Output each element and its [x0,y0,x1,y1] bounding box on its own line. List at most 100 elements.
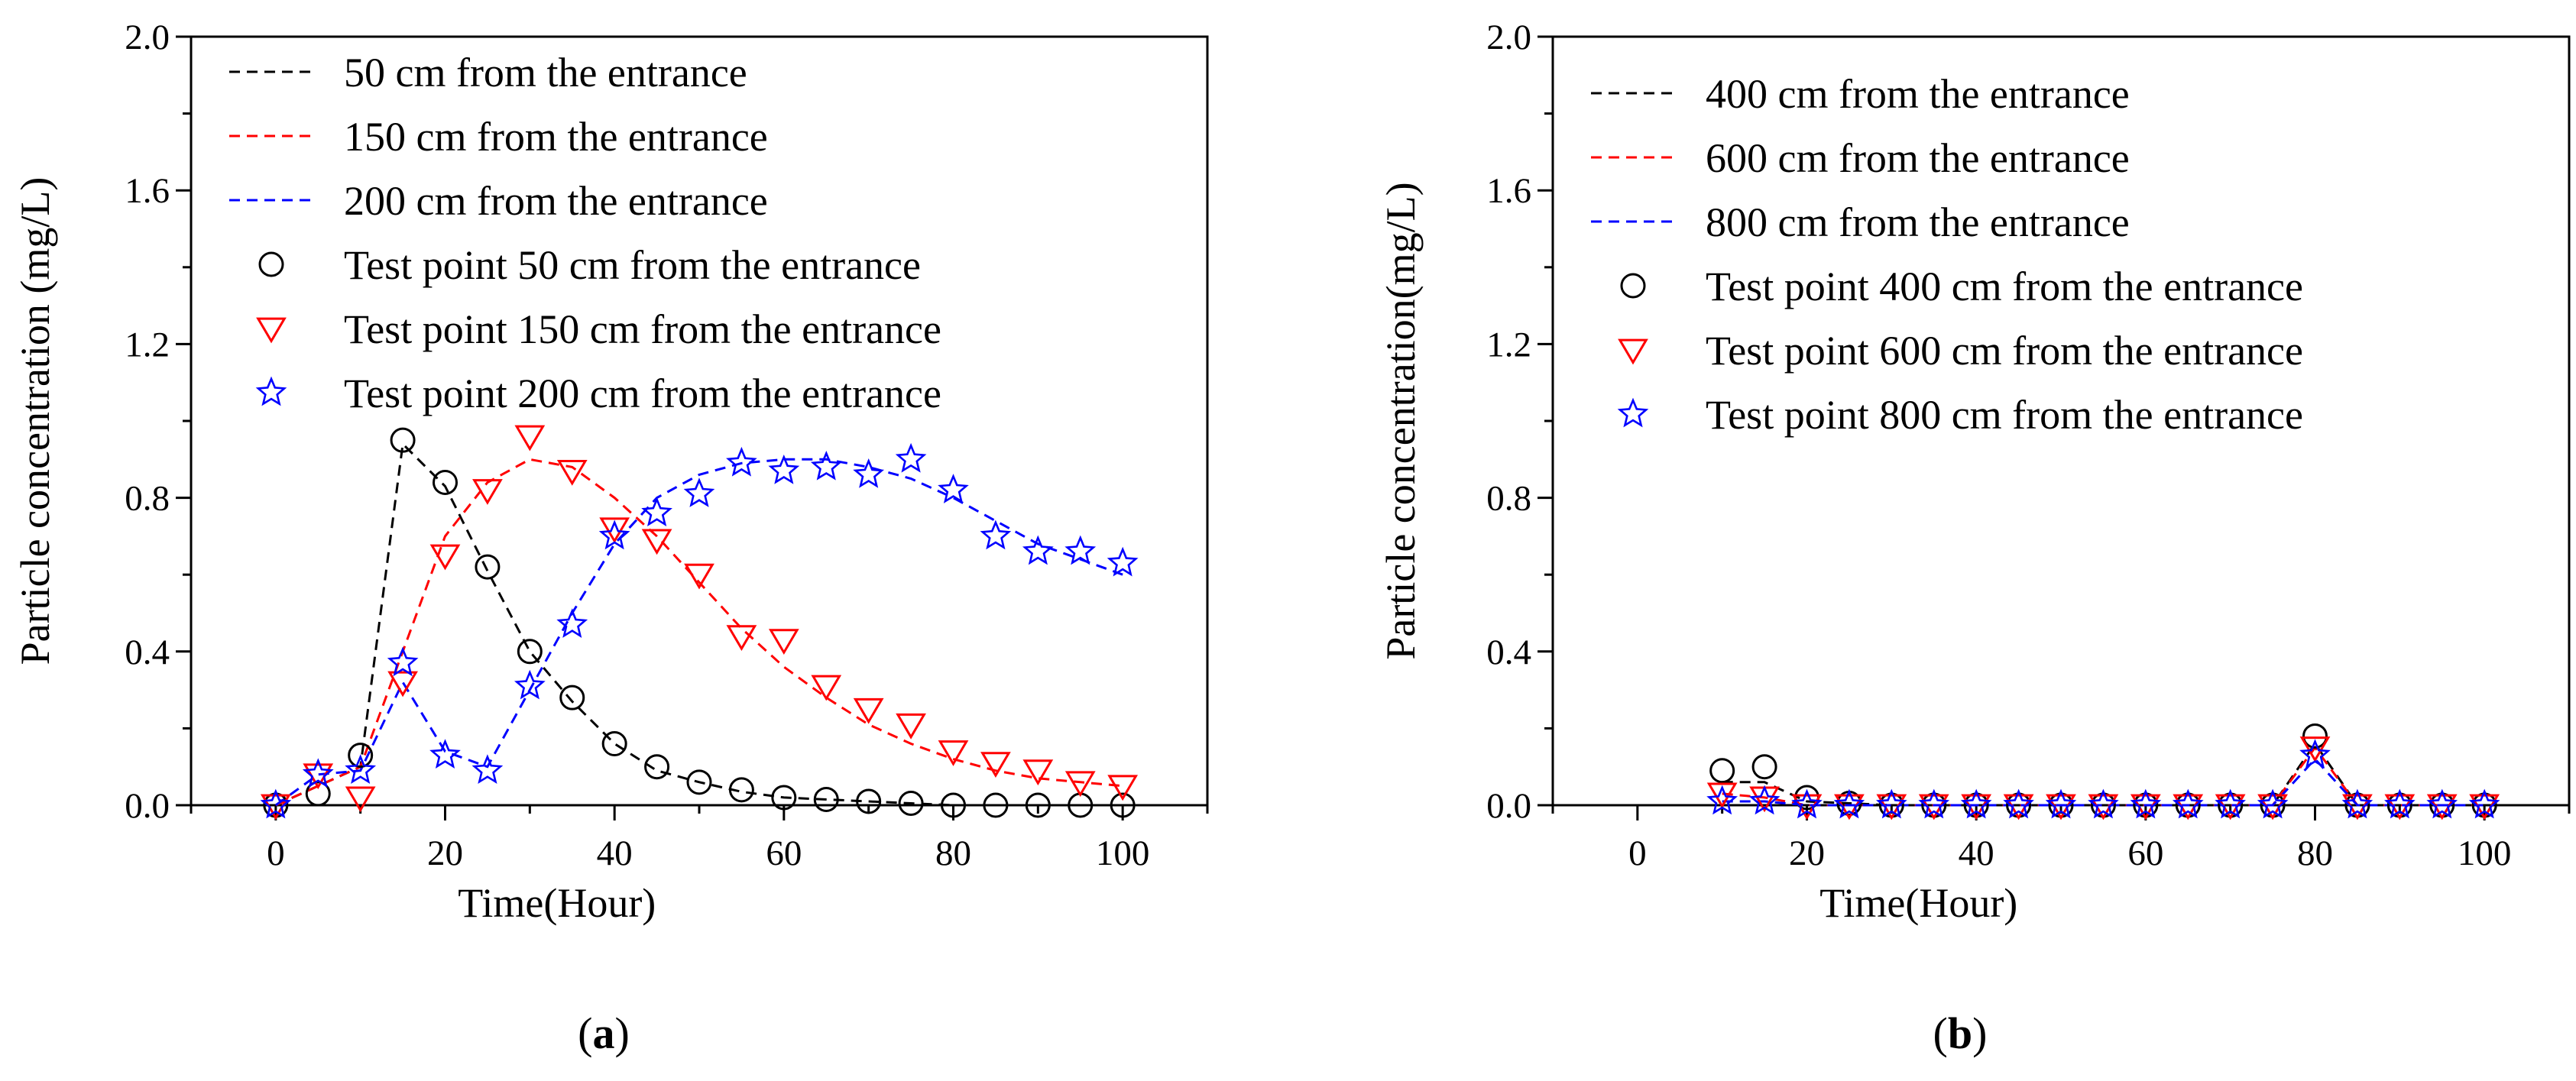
legend-marker [255,376,287,406]
legend-marker [1618,338,1648,365]
x-tick-label: 100 [2458,833,2512,873]
chart-panel-a: 0 20 40 60 80 100 0.0 0.4 0.8 1.2 1.6 2.0 Time(Hour)… [12,18,1209,1058]
data-point [471,754,504,785]
data-point [1107,775,1139,801]
legend-label: 800 cm from the entrance [1706,199,2130,245]
data-point [387,671,418,697]
data-point [1875,788,1907,819]
panel-label-open: ( [1933,1008,1948,1058]
legend-label: 200 cm from the entrance [344,178,768,224]
data-point [303,763,334,790]
legend-label: 400 cm from the entrance [1706,71,2130,117]
data-point [2088,788,2119,819]
data-point [2383,788,2416,819]
data-point [686,769,712,795]
legend-marker [258,251,284,277]
panel-label: (b) [1933,1008,1988,1058]
legend-label: Test point 200 cm from the entrance [344,371,941,416]
data-point [2426,788,2458,819]
data-point [2302,723,2328,749]
data-point [2299,736,2331,762]
data-point [983,792,1009,818]
data-point [853,697,884,724]
legend-marker [256,317,287,344]
legend-label: Test point 150 cm from the entrance [344,306,941,352]
data-point [514,425,546,451]
series-line-1 [275,458,1123,807]
y-axis-title: Particle concentration (mg/L) [12,177,58,665]
data-point [2341,788,2373,819]
x-tick-label: 0 [1628,833,1647,873]
data-point [1748,785,1781,815]
y-tick-label: 1.6 [1486,171,1531,211]
legend-marker [1617,397,1649,428]
data-point [345,786,376,813]
chart-panel-b: 0 20 40 60 80 100 0.0 0.4 0.8 1.2 1.6 2.0 Time(Hour)… [1378,18,2571,1058]
legend-label: 50 cm from the entrance [344,50,747,95]
data-point [517,639,543,665]
data-point [941,792,966,818]
data-point [813,786,839,812]
data-point [1025,792,1051,818]
legend-label: Test point 50 cm from the entrance [344,242,921,288]
data-point [644,754,670,780]
data-point [260,788,292,819]
legend-label: Test point 800 cm from the entrance [1706,392,2303,438]
x-tick-label: 20 [427,833,463,873]
data-point [598,519,630,550]
data-point [429,739,461,769]
y-tick-label: 0.8 [125,479,170,519]
panel-label-close: ) [1972,1008,1987,1058]
data-point [556,608,588,638]
data-point [2257,788,2289,819]
data-point [1918,788,1950,819]
data-point [559,685,585,710]
data-point [599,517,630,544]
data-point [345,754,377,785]
data-point [433,469,458,495]
data-point [898,790,924,816]
data-point [683,477,715,507]
x-tick-label: 20 [1789,833,1825,873]
panel-label-open: ( [578,1008,592,1058]
data-point [2299,739,2331,769]
data-point [1706,782,1738,809]
data-point [2130,788,2162,819]
data-point [938,740,969,766]
data-point [810,451,842,481]
x-tick-label: 0 [267,833,285,873]
data-point [1064,535,1097,565]
x-tick-label: 100 [1096,833,1150,873]
data-point [429,544,461,571]
data-point [2468,788,2500,819]
x-axis-title: Time(Hour) [1819,880,2017,926]
data-point [387,646,419,677]
y-tick-label: 0.0 [1486,786,1531,826]
data-point [556,459,588,486]
data-point [1022,535,1054,565]
data-point [811,675,842,701]
y-axis-title: Particle concentration(mg/L) [1378,182,1424,659]
data-point [856,788,882,814]
data-point [726,625,757,652]
legend-label: 600 cm from the entrance [1706,135,2130,181]
legend-label: Test point 600 cm from the entrance [1706,328,2303,374]
legend: 400 cm from the entrance 600 cm from the … [1591,71,2303,438]
data-point [2003,788,2034,819]
panel-label-close: ) [615,1008,630,1058]
data-point [641,529,672,555]
data-point [1107,546,1139,577]
data-point [768,629,799,655]
x-tick-label: 80 [935,833,971,873]
data-point [348,743,374,769]
y-tick-label: 2.0 [125,18,170,57]
y-tick-label: 0.4 [125,633,170,672]
y-tick-label: 1.2 [1486,325,1531,364]
data-point [853,458,885,488]
data-point [980,519,1012,550]
legend-label: Test point 400 cm from the entrance [1706,264,2303,309]
x-axis-title: Time(Hour) [458,880,656,926]
data-point [2172,788,2204,819]
plot-data [260,425,1139,820]
